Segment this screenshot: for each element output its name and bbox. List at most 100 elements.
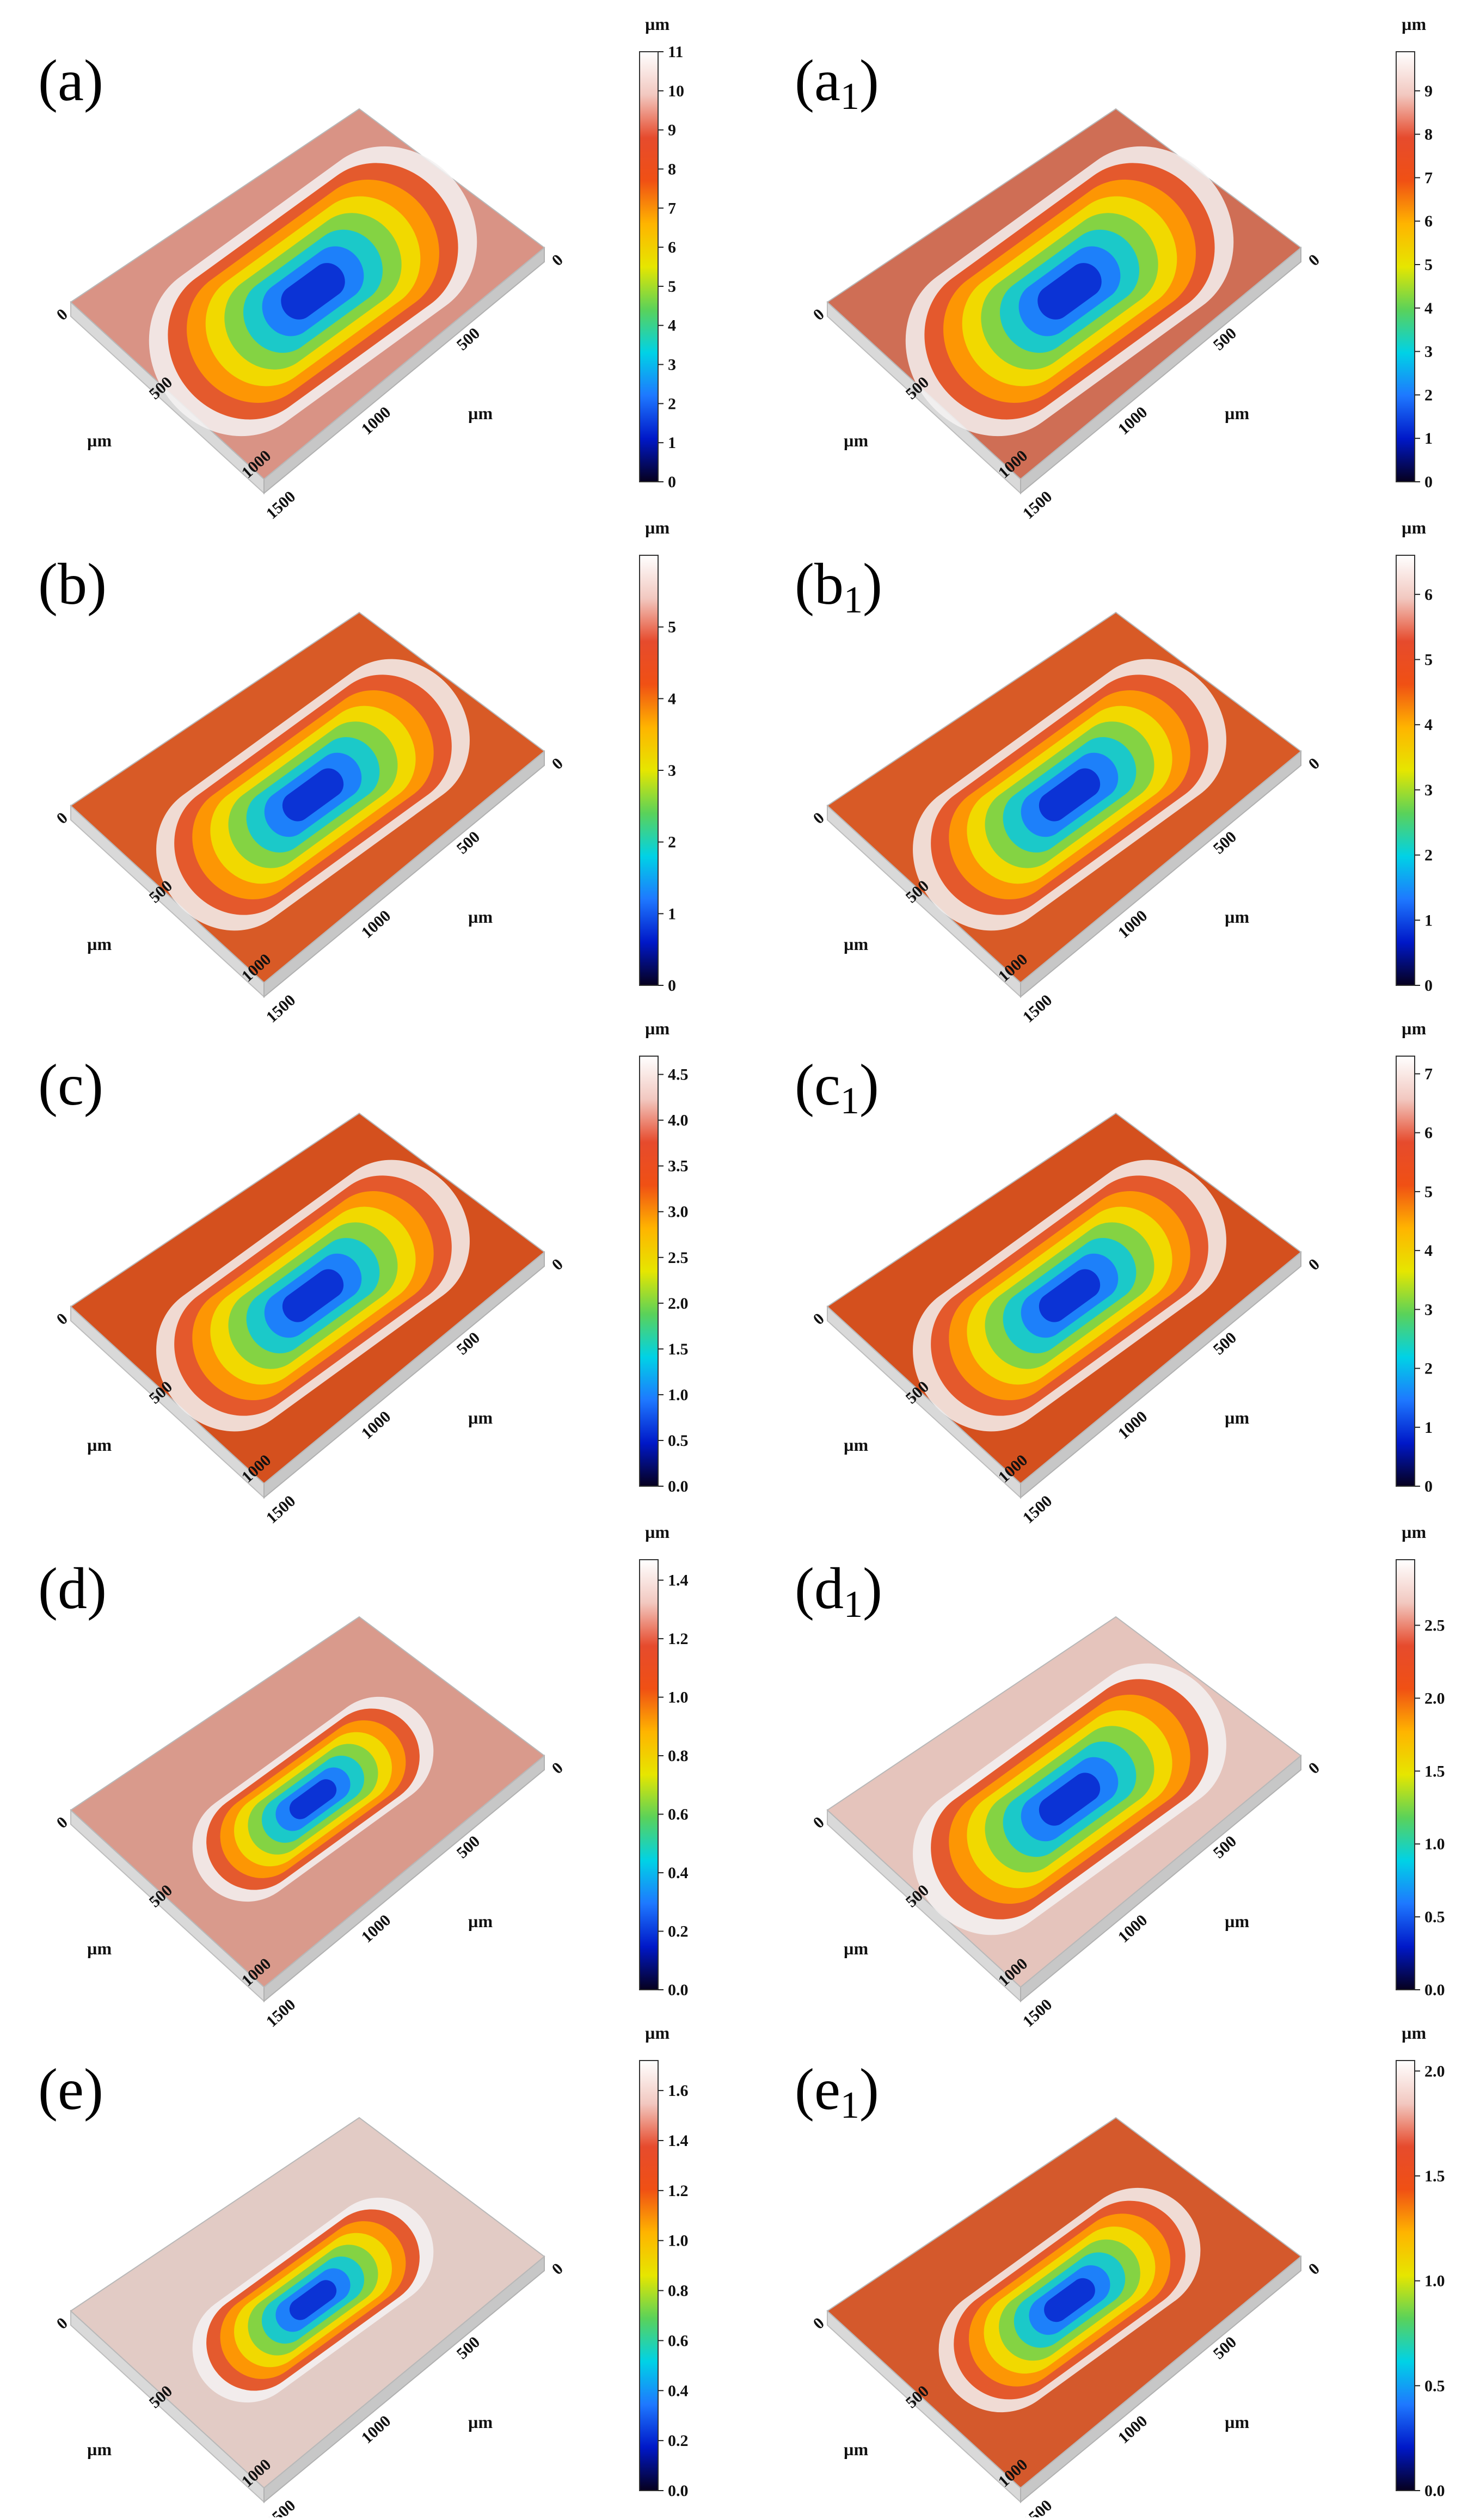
axis-tick-x: 1500 xyxy=(1019,2497,1056,2517)
colorbar-tick: 0.6 xyxy=(668,2332,689,2350)
colorbar-tick: 1 xyxy=(668,905,676,923)
colorbar-tick: 5 xyxy=(1424,1183,1433,1201)
colorbar-tick: 9 xyxy=(1424,82,1433,100)
colorbar-tick: 10 xyxy=(668,82,684,100)
colorbar-tick: 0.0 xyxy=(668,2482,689,2500)
colorbar-tick: 2 xyxy=(1424,386,1433,404)
panel-d1: 05001000150005001000µmµmµm0.00.51.01.52.… xyxy=(810,1522,1445,2031)
colorbar-tick: 0.5 xyxy=(668,1432,689,1450)
colorbar-tick: 1.2 xyxy=(668,2182,689,2200)
colorbar-tick: 9 xyxy=(668,121,676,139)
panel-subscript: 1 xyxy=(840,1080,859,1122)
axis-tick-x: 0 xyxy=(549,251,567,270)
colorbar xyxy=(639,1056,659,1487)
axis-tick-y: 0 xyxy=(53,2314,71,2333)
colorbar-tick: 5 xyxy=(1424,651,1433,669)
panel-label-e1: (e1) xyxy=(795,2057,879,2126)
colorbar-tick: 2.5 xyxy=(668,1249,689,1267)
axis-unit-x: µm xyxy=(1225,2412,1249,2432)
colorbar-unit: µm xyxy=(645,14,670,34)
colorbar-tick: 0.8 xyxy=(668,2282,689,2300)
colorbar xyxy=(1396,51,1415,482)
colorbar-tick: 1.4 xyxy=(668,1572,689,1590)
panel-subscript: 1 xyxy=(843,1584,863,1626)
colorbar-tick: 4 xyxy=(1424,1242,1433,1260)
wear-scar xyxy=(905,146,1234,437)
colorbar-tick: 1 xyxy=(1424,430,1433,447)
axis-tick-x: 1500 xyxy=(263,1996,299,2031)
colorbar xyxy=(1396,1559,1415,1990)
colorbar-tick: 6 xyxy=(1424,1124,1433,1142)
panel-label-c1: (c1) xyxy=(795,1053,879,1122)
axis-tick-x: 0 xyxy=(1305,1759,1323,1778)
axis-tick-x: 0 xyxy=(1305,2260,1323,2279)
colorbar-tick: 0.0 xyxy=(668,1981,689,1999)
panel-letter: d xyxy=(57,1556,87,1621)
axis-tick-x: 1500 xyxy=(263,1492,299,1528)
axis-unit-x: µm xyxy=(1225,1911,1249,1931)
colorbar-tick: 2 xyxy=(1424,847,1433,864)
axis-tick-x: 1500 xyxy=(263,2497,299,2517)
colorbar-tick: 3 xyxy=(668,356,676,374)
axis-unit-x: µm xyxy=(468,403,493,423)
axis-tick-x: 1500 xyxy=(263,991,299,1027)
panel-letter: c xyxy=(814,1053,840,1118)
colorbar-tick: 0.2 xyxy=(668,1923,689,1941)
colorbar-tick: 1.5 xyxy=(1424,1762,1445,1780)
colorbar-tick: 0.0 xyxy=(1424,1981,1445,1999)
panel-label-a: (a) xyxy=(38,48,103,113)
colorbar-tick: 7 xyxy=(668,199,676,217)
axis-unit-y: µm xyxy=(87,431,112,450)
axis-tick-x: 0 xyxy=(549,755,567,774)
colorbar-tick: 7 xyxy=(1424,169,1433,187)
colorbar-tick: 1.0 xyxy=(668,1689,689,1707)
colorbar-tick: 1.0 xyxy=(668,2232,689,2250)
axis-tick-y: 0 xyxy=(810,1310,828,1329)
colorbar xyxy=(639,555,659,986)
colorbar xyxy=(1396,555,1415,986)
axis-unit-x: µm xyxy=(1225,1408,1249,1427)
colorbar-tick: 1.4 xyxy=(668,2132,689,2150)
colorbar-tick: 0.5 xyxy=(1424,1908,1445,1926)
colorbar-tick: 0.5 xyxy=(1424,2377,1445,2395)
axis-tick-x: 0 xyxy=(549,1255,567,1274)
colorbar-unit: µm xyxy=(1402,1522,1426,1542)
colorbar-tick: 0.4 xyxy=(668,2382,689,2400)
axis-unit-y: µm xyxy=(844,431,868,450)
panel-d: 05001000150005001000µmµmµm0.00.20.40.60.… xyxy=(53,1522,689,2031)
wear-scar xyxy=(156,659,470,931)
axis-unit-x: µm xyxy=(1225,403,1249,423)
colorbar-tick: 5 xyxy=(668,618,676,636)
colorbar-tick: 5 xyxy=(668,278,676,296)
axis-unit-y: µm xyxy=(87,2439,112,2459)
colorbar-tick: 3.5 xyxy=(668,1157,689,1175)
wear-scar xyxy=(913,1663,1226,1935)
colorbar-unit: µm xyxy=(1402,14,1426,34)
colorbar-tick: 0 xyxy=(668,977,676,995)
colorbar-unit: µm xyxy=(645,518,670,537)
colorbar-tick: 2 xyxy=(1424,1360,1433,1378)
panel-label-d1: (d1) xyxy=(795,1556,882,1626)
colorbar-tick: 0 xyxy=(1424,1477,1433,1495)
wear-scar xyxy=(156,1160,470,1432)
panel-subscript: 1 xyxy=(840,2084,859,2126)
colorbar-tick: 2.0 xyxy=(1424,2062,1445,2080)
panel-letter: b xyxy=(814,552,844,617)
panel-label-e: (e) xyxy=(38,2057,103,2122)
colorbar-tick: 8 xyxy=(668,160,676,178)
wear-scar xyxy=(192,1696,434,1902)
colorbar-tick: 8 xyxy=(1424,126,1433,144)
colorbar-tick: 0.8 xyxy=(668,1747,689,1765)
colorbar-tick: 0.2 xyxy=(668,2432,689,2450)
panel-e: 05001000150005001000µmµmµm0.00.20.40.60.… xyxy=(53,2023,689,2520)
colorbar xyxy=(639,2060,659,2491)
colorbar-tick: 3.0 xyxy=(668,1203,689,1221)
panel-letter: e xyxy=(57,2057,84,2122)
wear-scar xyxy=(938,2187,1201,2413)
axis-tick-y: 0 xyxy=(810,809,828,828)
axis-tick-x: 0 xyxy=(1305,755,1323,774)
axis-unit-y: µm xyxy=(87,1435,112,1455)
